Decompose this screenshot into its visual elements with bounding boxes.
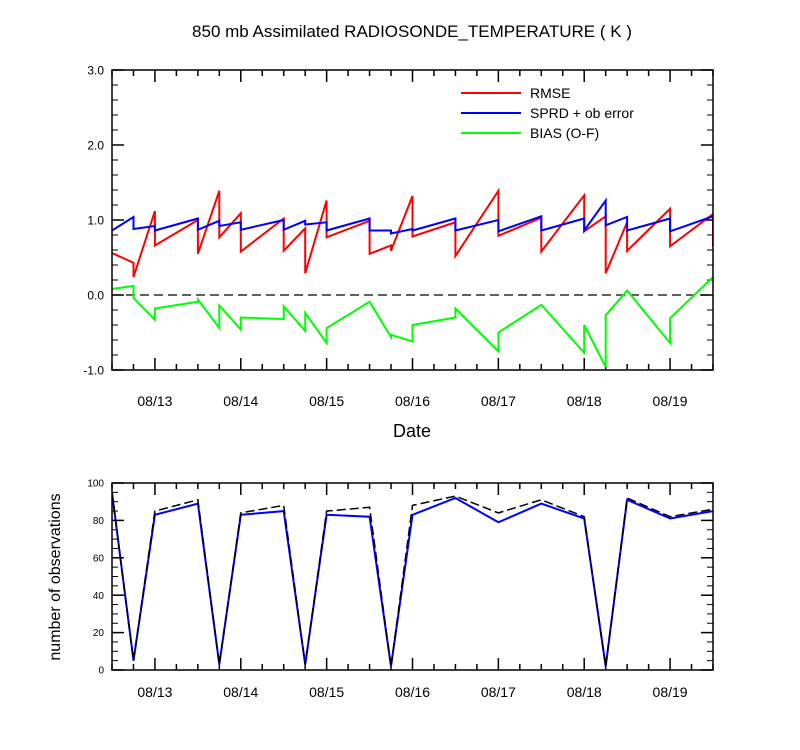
top-plot-frame <box>111 69 714 371</box>
bottom-plot-frame <box>111 482 714 671</box>
series-line-sprd-ob-error <box>112 197 713 235</box>
top-y-tick-label: 2.0 <box>87 138 104 152</box>
legend-label-rmse: RMSE <box>530 85 570 101</box>
bottom-y-tick-label: 20 <box>93 628 105 639</box>
top-x-tick-label: 08/15 <box>309 393 344 409</box>
top-y-tick-label: 1.0 <box>87 213 104 227</box>
bottom-series-lines <box>112 492 713 667</box>
top-x-tick-label: 08/19 <box>653 393 688 409</box>
bottom-x-tick-label: 08/18 <box>567 684 602 700</box>
bottom-x-tick-label: 08/19 <box>653 684 688 700</box>
series-line-possible-observations <box>112 492 713 667</box>
legend: RMSE SPRD + ob error BIAS (O-F) <box>461 85 634 141</box>
bottom-y-tick-label: 40 <box>93 591 105 602</box>
bottom-axis-ticks: 08/13 08/14 08/15 08/16 08/17 08/18 08/19 0 20 40… <box>87 479 714 700</box>
bottom-y-tick-label: 60 <box>93 553 105 564</box>
top-x-tick-label: 08/18 <box>567 393 602 409</box>
bottom-y-tick-label: 0 <box>98 666 104 677</box>
legend-label-bias-o-f: BIAS (O-F) <box>530 125 599 141</box>
x-axis-label: Date <box>393 421 431 441</box>
observation-count-panel: 08/13 08/14 08/15 08/16 08/17 08/18 08/19 0 20 40… <box>47 479 714 700</box>
top-axis-ticks: 08/13 08/14 08/15 08/16 08/17 08/18 08/19 -1.0 0… <box>83 63 714 409</box>
bottom-y-tick-label: 80 <box>93 516 105 527</box>
series-line-assimilated-observations <box>112 492 713 667</box>
top-series-lines <box>112 187 713 368</box>
bottom-x-tick-label: 08/16 <box>395 684 430 700</box>
top-y-tick-label: 0.0 <box>87 288 104 302</box>
bottom-x-tick-label: 08/17 <box>481 684 516 700</box>
bottom-x-tick-label: 08/15 <box>309 684 344 700</box>
top-y-tick-label: 3.0 <box>87 63 104 77</box>
chart-title: 850 mb Assimilated RADIOSONDE_TEMPERATUR… <box>192 22 632 41</box>
top-y-tick-label: -1.0 <box>83 363 104 377</box>
top-x-tick-label: 08/16 <box>395 393 430 409</box>
y-axis-label: number of observations <box>47 493 64 660</box>
top-x-tick-label: 08/17 <box>481 393 516 409</box>
bottom-x-tick-label: 08/14 <box>223 684 258 700</box>
bottom-y-tick-label: 100 <box>87 479 104 490</box>
series-line-bias-o-f <box>112 276 713 368</box>
series-line-rmse <box>112 187 713 278</box>
bias-rmse-panel: 850 mb Assimilated RADIOSONDE_TEMPERATUR… <box>83 22 714 441</box>
legend-label-sprd-ob-error: SPRD + ob error <box>530 105 634 121</box>
top-x-tick-label: 08/14 <box>223 393 258 409</box>
top-x-tick-label: 08/13 <box>137 393 172 409</box>
bottom-x-tick-label: 08/13 <box>137 684 172 700</box>
